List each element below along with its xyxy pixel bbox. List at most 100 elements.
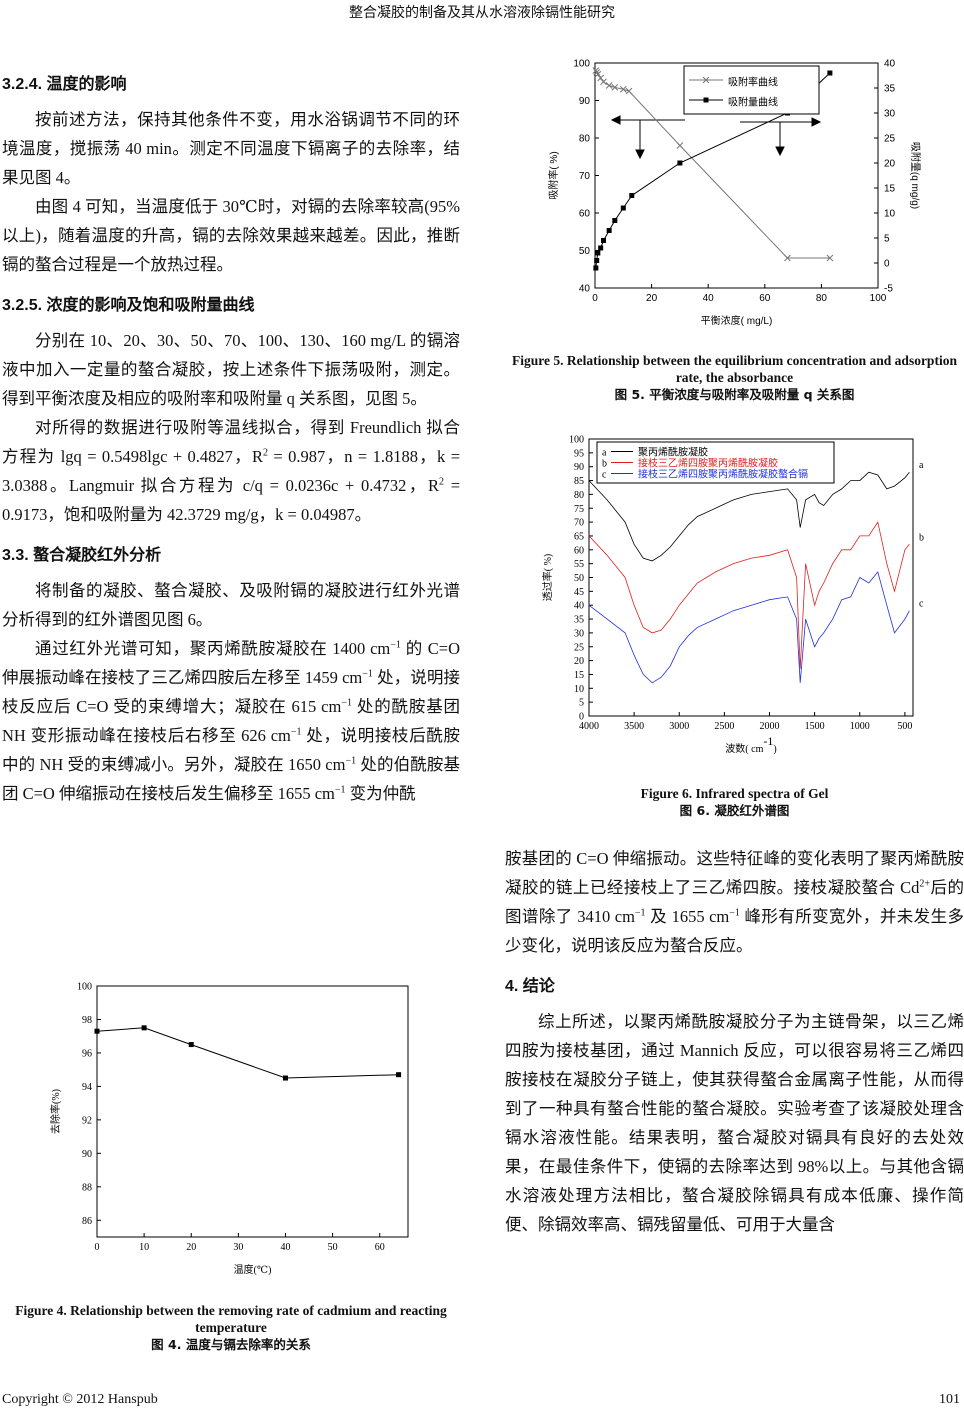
x-tick-label: 500 <box>897 721 912 732</box>
legend-label: 吸附量曲线 <box>728 96 778 109</box>
legend-letter: c <box>602 470 607 481</box>
y-tick-label: 85 <box>574 476 584 487</box>
data-point <box>620 205 626 211</box>
data-point <box>600 78 607 86</box>
y-axis-label: 去除率(%) <box>49 1089 62 1134</box>
data-point <box>676 142 684 149</box>
paragraph: 分别在 10、20、30、50、70、100、130、160 mg/L 的镉溶液… <box>2 326 460 413</box>
superscript: −1 <box>729 907 740 919</box>
text-run: 胺基团的 C=O 伸缩振动。这些特征峰的变化表明了聚丙烯酰胺凝胶的链上已经接枝上… <box>505 849 964 897</box>
y-tick-label: 100 <box>77 982 92 993</box>
y-tick-label: 92 <box>82 1115 92 1126</box>
running-header: 整合凝胶的制备及其从水溶液除镉性能研究 <box>349 6 615 21</box>
y-tick-label: 70 <box>579 171 591 182</box>
y2-tick-label: 30 <box>884 109 896 120</box>
data-point <box>629 193 635 198</box>
y-tick-label: 10 <box>574 684 584 695</box>
legend-box <box>596 441 835 484</box>
y-tick-label: 30 <box>574 628 584 639</box>
y2-tick-label: 25 <box>884 134 896 145</box>
data-point <box>600 238 606 243</box>
y-tick-label: 80 <box>574 490 584 501</box>
x-tick-label: 3500 <box>624 721 644 732</box>
y-tick-label: 80 <box>579 134 591 145</box>
caption-english: Figure 5. Relationship between the equil… <box>512 353 957 385</box>
copyright: Copyright © 2012 Hanspub <box>2 1392 158 1407</box>
section-heading: 4. 结论 <box>505 978 555 995</box>
y-tick-label: 40 <box>579 284 591 295</box>
text-run: 处，说明接枝后酰胺中的 NH 受的束缚减小。另外，凝胶在 1650 cm <box>2 726 460 774</box>
y-tick-label: 65 <box>574 531 584 542</box>
superscript: −1 <box>390 639 401 651</box>
x-tick-label: 60 <box>375 1242 385 1253</box>
x-tick-label: 100 <box>870 293 887 304</box>
label-part: 吸附量(q mg/g) <box>909 142 922 209</box>
text-run: 按前述方法，保持其他条件不变，用水浴锅调节不同的环境温度，搅振荡 40 min。… <box>2 110 460 187</box>
caption-chinese: 图 5. 平衡浓度与吸附率及吸附量 q 关系图 <box>614 387 855 402</box>
paragraph: 综上所述，以聚丙烯酰胺凝胶分子为主链骨架，以三乙烯四胺为接枝基团，通过 Mann… <box>505 1007 964 1239</box>
superscript: −1 <box>334 784 346 796</box>
text-run: 的 C=O 伸展振动峰在接枝了三乙烯四胺后左移至 1459 cm <box>2 639 460 687</box>
superscript: −1 <box>290 726 302 738</box>
y-tick-label: 55 <box>574 559 584 570</box>
superscript: −1 <box>362 668 373 680</box>
data-point <box>703 97 709 103</box>
superscript: −1 <box>634 907 646 919</box>
legend-letter: b <box>602 459 607 470</box>
section-heading: 3.2.4. 温度的影响 <box>2 76 127 93</box>
text-run: 及 1655 cm <box>645 907 730 926</box>
x-tick-label: 0 <box>95 1242 100 1253</box>
text-run: 将制备的凝胶、螯合凝胶、及吸附镉的凝胶进行红外光谱分析得到的红外谱图见图 6。 <box>2 581 460 629</box>
data-point <box>141 1025 147 1031</box>
y-tick-label: 0 <box>579 712 584 723</box>
data-point <box>784 254 791 262</box>
y2-tick-label: 35 <box>884 84 896 95</box>
paragraph: 按前述方法，保持其他条件不变，用水浴锅调节不同的环境温度，搅振荡 40 min。… <box>2 105 460 192</box>
series-line <box>96 1027 399 1079</box>
series-line <box>588 571 910 684</box>
y2-tick-label: -5 <box>884 284 893 295</box>
x-tick-label: 0 <box>592 293 598 304</box>
y-tick-label: 20 <box>574 656 584 667</box>
y-tick-label: 25 <box>574 642 584 653</box>
caption-chinese: 图 4. 温度与镉去除率的关系 <box>151 1337 311 1352</box>
data-point <box>611 84 619 91</box>
x-tick-label: 10 <box>139 1242 149 1253</box>
label-part: 吸附率( %) <box>547 151 560 199</box>
y-tick-label: 96 <box>82 1048 92 1059</box>
data-point <box>594 70 602 78</box>
text-run: 分别在 10、20、30、50、70、100、130、160 mg/L 的镉溶液… <box>2 331 460 408</box>
y-tick-label: 45 <box>574 587 584 598</box>
paragraph: 由图 4 可知，当温度低于 30℃时，对镉的去除率较高(95%以上)，随着温度的… <box>2 192 460 279</box>
series-line <box>588 471 910 562</box>
text-run: = 0.987，n = 1.8188，k = 3.0388。Langmuir 拟… <box>2 447 460 495</box>
y-tick-label: 90 <box>82 1149 92 1160</box>
data-point <box>188 1042 194 1048</box>
x-tick-label: 2000 <box>760 721 780 732</box>
paragraph: 通过红外光谱可知，聚丙烯酰胺凝胶在 1400 cm−1 的 C=O 伸展振动峰在… <box>2 634 460 808</box>
superscript: −1 <box>345 755 357 767</box>
data-point <box>827 70 833 76</box>
caption-english: Figure 4. Relationship between the remov… <box>15 1303 447 1335</box>
y-tick-label: 90 <box>579 96 591 107</box>
figure-6-caption: Figure 6. Infrared spectra of Gel 图 6. 凝… <box>505 785 964 819</box>
y-tick-label: 75 <box>574 504 584 515</box>
y2-axis-label: 吸附量(q mg/g) <box>909 142 922 209</box>
x-tick-label: 3000 <box>669 721 689 732</box>
x-tick-label: 50 <box>328 1242 338 1253</box>
caption-chinese: 图 6. 凝胶红外谱图 <box>679 803 790 818</box>
label-superscript: -1 <box>763 734 773 748</box>
y-tick-label: 86 <box>82 1216 92 1227</box>
data-point <box>597 74 605 82</box>
data-point <box>396 1072 402 1078</box>
section-heading: 3.2.5. 浓度的影响及饱和吸附量曲线 <box>2 297 255 314</box>
y-tick-label: 35 <box>574 615 584 626</box>
y2-tick-label: 0 <box>884 259 890 270</box>
data-point <box>94 1028 100 1034</box>
y-tick-label: 5 <box>579 698 584 709</box>
text-run: 处的伯酰胺基团 C=O 伸缩振动在接枝后发生偏移至 1655 cm <box>2 755 460 803</box>
figure-6-chart: 4000 3500 3000 2500 2000 1500 1000 500 0 5 10 15 20 2… <box>541 435 924 756</box>
label-part: 平衡浓度( mg/L) <box>701 314 773 327</box>
data-point <box>619 85 627 93</box>
